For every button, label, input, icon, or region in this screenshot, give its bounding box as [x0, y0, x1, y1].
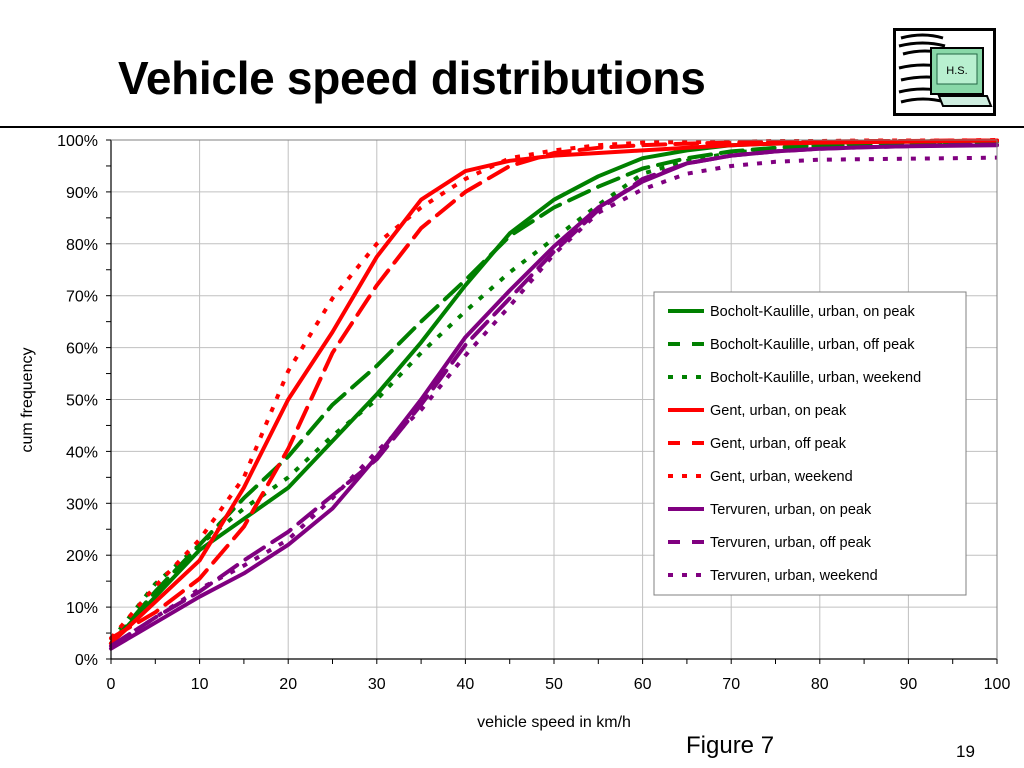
x-tick-label: 0 — [107, 676, 116, 693]
slide-title: Vehicle speed distributions — [118, 52, 706, 104]
logo-text: H.S. — [946, 65, 967, 77]
x-tick-label: 30 — [368, 676, 386, 693]
legend-label: Bocholt-Kaulille, urban, weekend — [710, 370, 921, 386]
speed-distribution-chart: 0 10 20 30 40 50 60 70 80 90 100 0% 10% 20% 30% 40% 50% 6… — [19, 133, 1010, 731]
x-tick-label: 80 — [811, 676, 829, 693]
x-tick-label: 40 — [457, 676, 475, 693]
x-tick-label: 20 — [279, 676, 297, 693]
legend-label: Bocholt-Kaulille, urban, off peak — [710, 337, 915, 353]
series-line-8 — [109, 142, 999, 648]
legend-label: Tervuren, urban, weekend — [710, 568, 878, 584]
figure-caption: Figure 7 — [686, 732, 775, 759]
x-tick-label: 50 — [545, 676, 563, 693]
chart-ticks: 0 10 20 30 40 50 60 70 80 90 100 0% 10% 20% 30% 40% 50% 6… — [57, 133, 1010, 693]
series-line-7 — [109, 143, 999, 651]
hs-logo-icon: H.S. — [893, 28, 996, 116]
x-axis-label: vehicle speed in km/h — [477, 714, 631, 731]
legend-label: Tervuren, urban, on peak — [710, 502, 872, 518]
legend-label: Bocholt-Kaulille, urban, on peak — [710, 304, 915, 320]
y-tick-label: 10% — [66, 600, 98, 617]
y-tick-label: 0% — [75, 652, 98, 669]
series-lines — [109, 138, 999, 651]
x-tick-label: 100 — [984, 676, 1011, 693]
series-line-9 — [109, 155, 998, 648]
x-tick-label: 10 — [191, 676, 209, 693]
legend-label: Gent, urban, off peak — [710, 436, 847, 452]
legend-label: Gent, urban, weekend — [710, 469, 853, 485]
y-tick-label: 100% — [57, 133, 98, 150]
y-tick-label: 50% — [66, 393, 98, 410]
x-tick-label: 60 — [634, 676, 652, 693]
page-number: 19 — [956, 742, 975, 761]
y-tick-label: 40% — [66, 444, 98, 461]
chart-container: 0 10 20 30 40 50 60 70 80 90 100 0% 10% 20% 30% 40% 50% 6… — [0, 128, 1024, 768]
y-tick-label: 90% — [66, 185, 98, 202]
x-tick-label: 90 — [900, 676, 918, 693]
y-tick-label: 70% — [66, 289, 98, 306]
chart-legend: Bocholt-Kaulille, urban, on peak Bocholt-… — [653, 291, 967, 596]
title-divider — [0, 126, 1024, 128]
y-tick-label: 20% — [66, 548, 98, 565]
y-tick-label: 80% — [66, 237, 98, 254]
y-tick-label: 60% — [66, 341, 98, 358]
y-axis-label: cum frequency — [19, 348, 36, 453]
series-line-5 — [109, 138, 999, 641]
legend-box — [653, 291, 967, 596]
legend-label: Gent, urban, on peak — [710, 403, 847, 419]
y-tick-label: 30% — [66, 496, 98, 513]
legend-label: Tervuren, urban, off peak — [710, 535, 872, 551]
x-tick-label: 70 — [722, 676, 740, 693]
